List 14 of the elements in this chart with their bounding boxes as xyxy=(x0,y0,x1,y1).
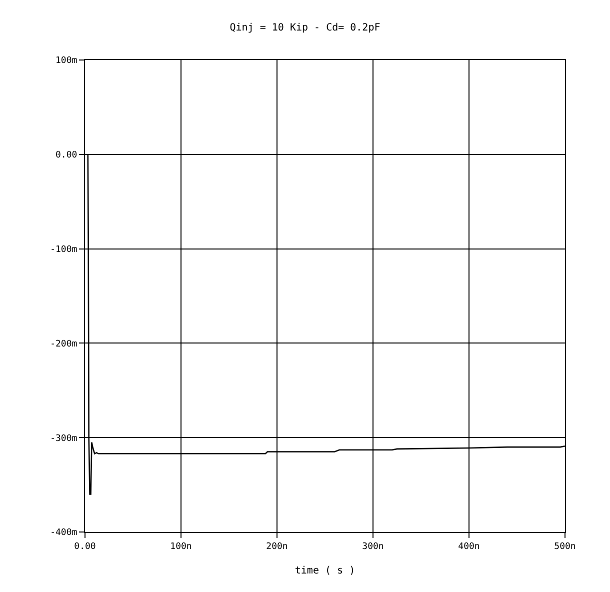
x-axis-title: time ( s ) xyxy=(294,565,356,576)
y-tick-label: -300m xyxy=(50,434,78,444)
y-tick-label: 100m xyxy=(56,56,78,66)
y-tick-label: -200m xyxy=(50,339,78,350)
x-tick-label: 200n xyxy=(266,542,288,552)
y-tick-label: -100m xyxy=(50,244,78,255)
y-tick-label: -400m xyxy=(50,528,78,538)
x-tick-label: 500n xyxy=(554,542,576,552)
x-tick-label: 400n xyxy=(458,542,480,552)
y-tick-label: 0.00 xyxy=(56,150,78,161)
chart-title: Qinj = 10 Kip - Cd= 0.2pF xyxy=(230,22,380,34)
x-tick-label: 300n xyxy=(362,542,384,552)
x-tick-label: 100n xyxy=(170,542,192,552)
x-tick-label: 0.00 xyxy=(74,542,96,552)
